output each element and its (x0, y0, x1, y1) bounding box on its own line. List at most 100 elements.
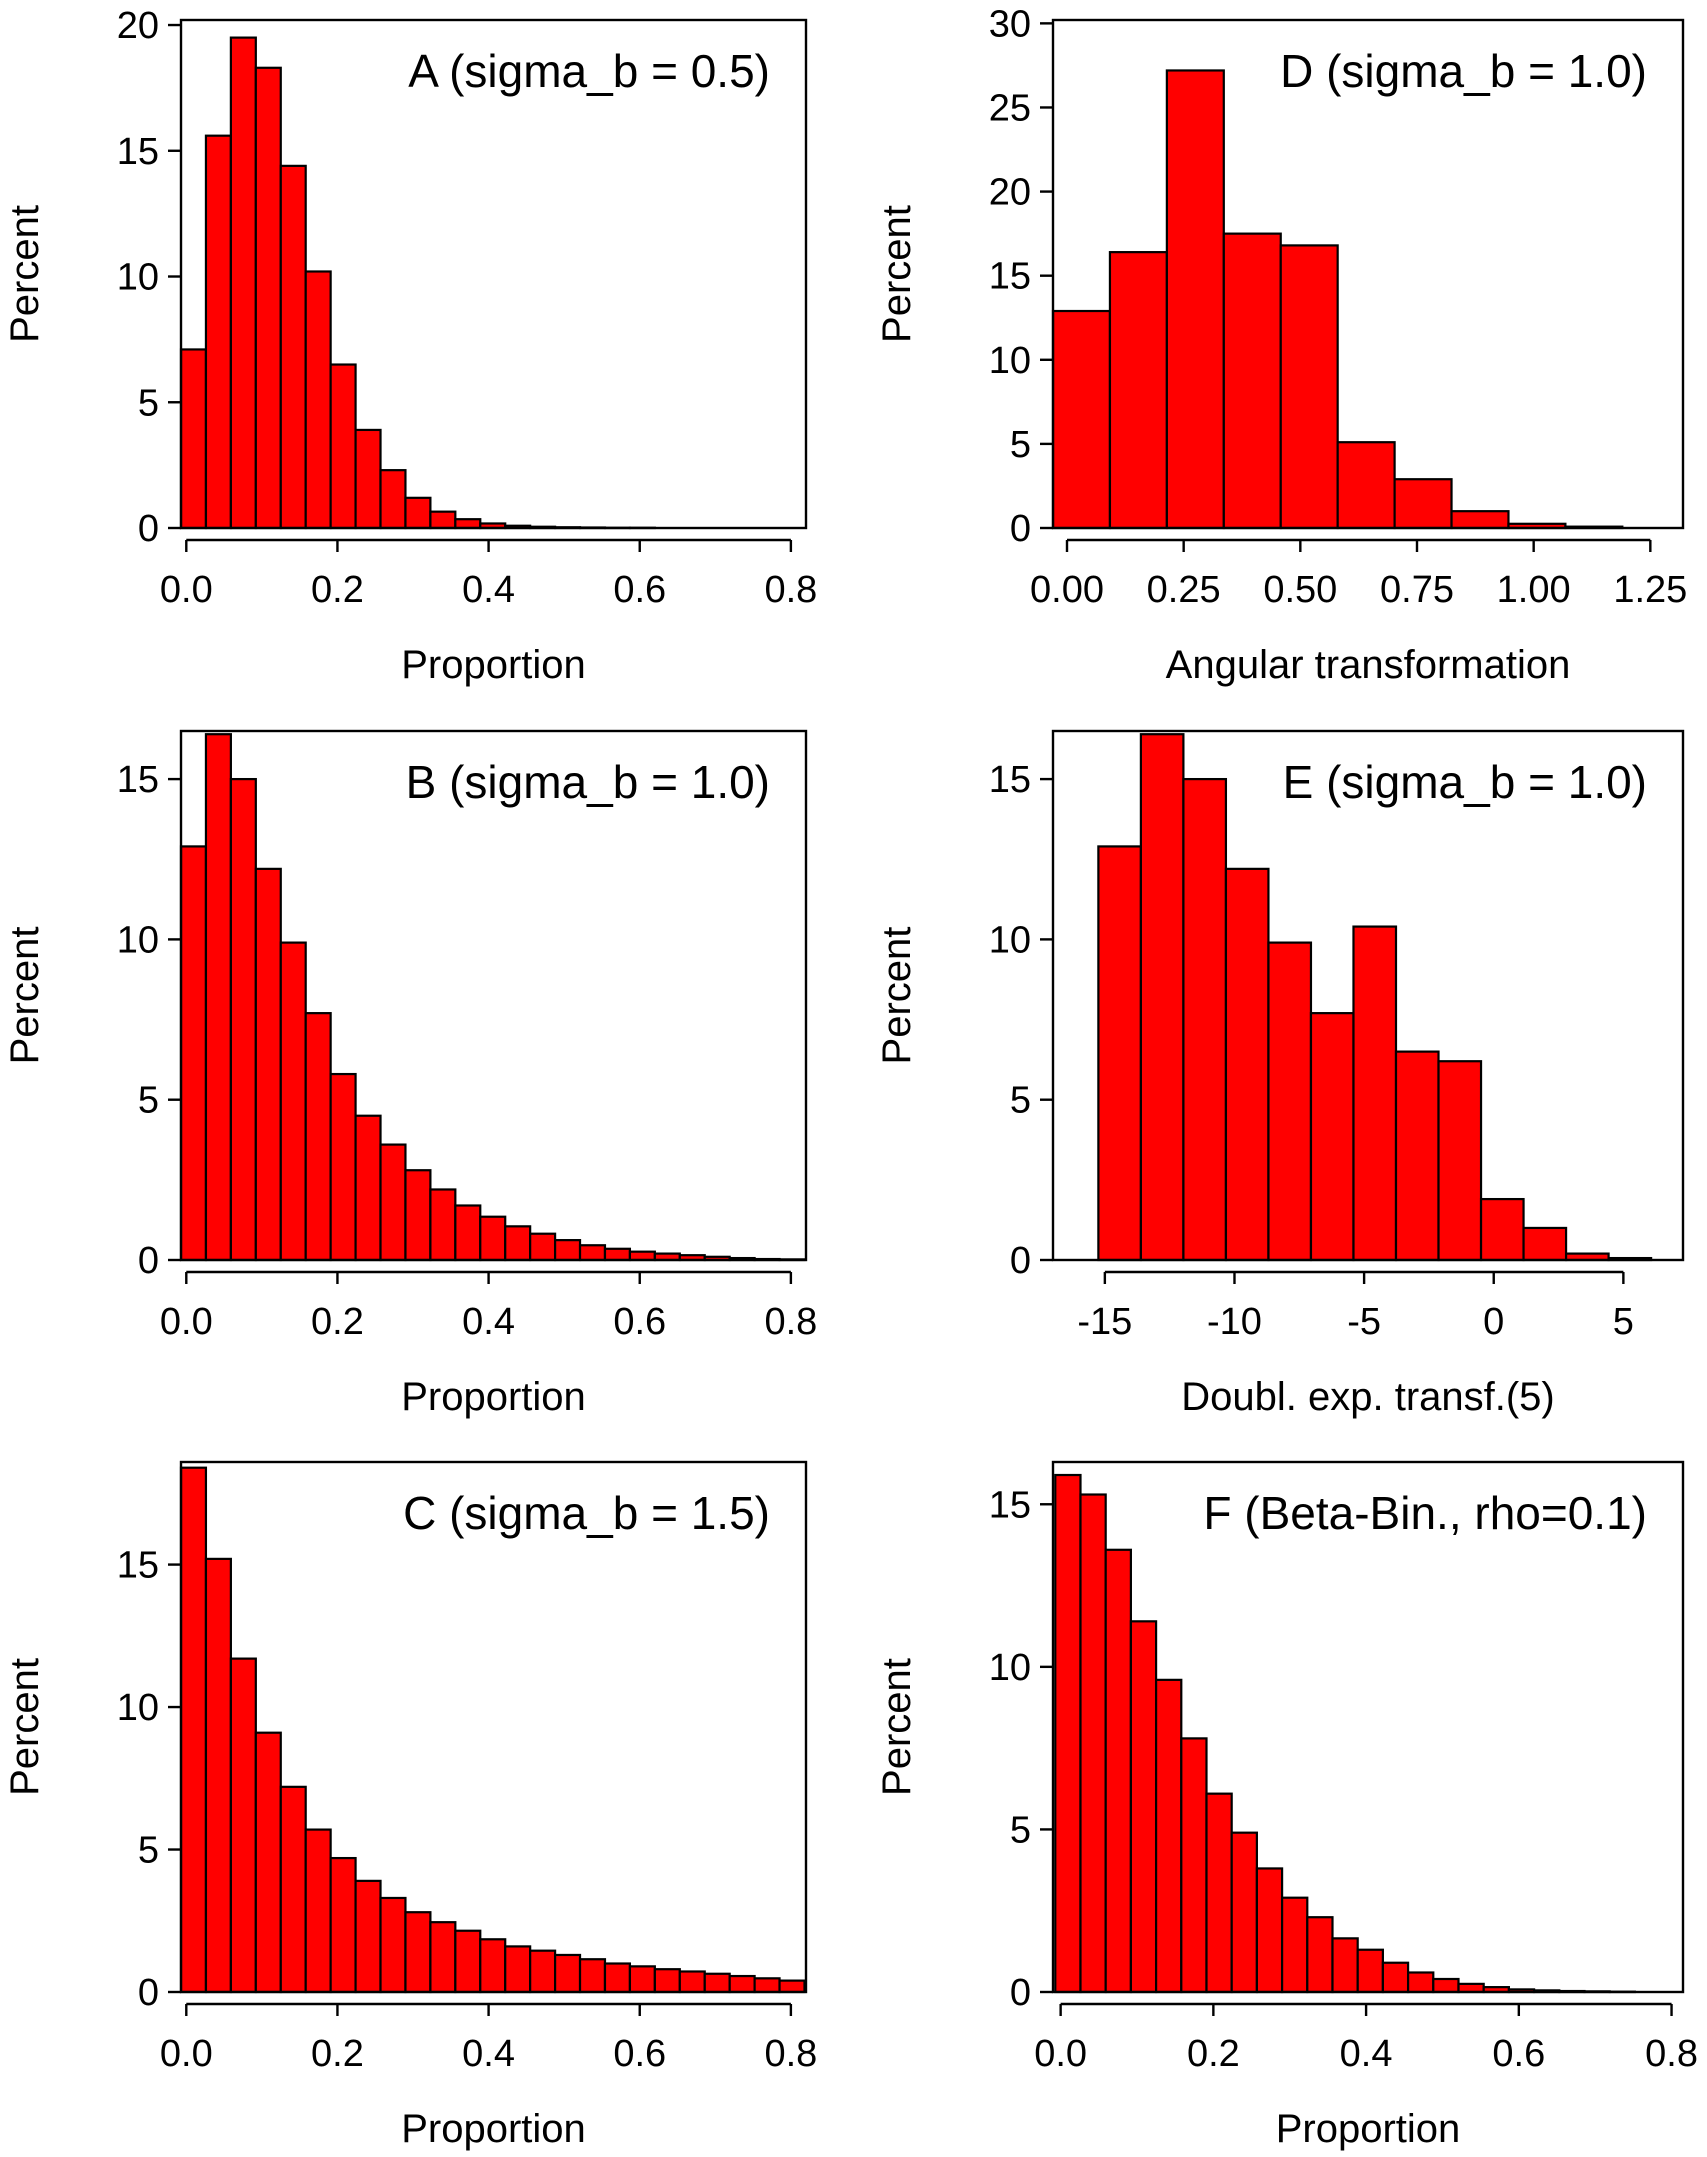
y-tick-label: 5 (1010, 1809, 1031, 1851)
y-tick-label: 15 (989, 1484, 1031, 1526)
histogram-bar (454, 1929, 482, 1994)
histogram-bar (1437, 1060, 1483, 1262)
x-tick-label: 0.6 (613, 569, 666, 611)
histogram-bar (1280, 1896, 1309, 1994)
y-tick-label: 0 (138, 1240, 159, 1282)
histogram-bar (279, 941, 307, 1262)
histogram-bar (1331, 1937, 1359, 1994)
y-tick-label: 15 (989, 759, 1031, 801)
x-tick-label: 0.8 (764, 569, 817, 611)
histogram-bar (429, 510, 457, 530)
histogram-bar (529, 1949, 557, 1994)
histogram-bar (753, 1977, 781, 1994)
y-tick-label: 20 (989, 172, 1031, 214)
histogram-bar (529, 1232, 557, 1262)
x-axis-title: Doubl. exp. transf.(5) (1181, 1375, 1555, 1419)
y-tick-label: 10 (117, 1687, 159, 1729)
histogram-bar (1182, 777, 1228, 1262)
y-tick-label: 5 (138, 382, 159, 424)
x-axis-title: Proportion (401, 2107, 586, 2151)
y-tick-label: 10 (117, 257, 159, 299)
y-tick-label: 5 (138, 1080, 159, 1122)
x-tick-label: 0.6 (613, 1301, 666, 1343)
histogram-bar (179, 845, 208, 1262)
y-axis-title: Percent (3, 205, 47, 343)
histogram-bar (379, 1143, 407, 1262)
y-tick-label: 30 (989, 3, 1031, 45)
histogram-bar (204, 733, 232, 1262)
histogram-bar (404, 496, 432, 530)
x-axis-title: Angular transformation (1166, 643, 1571, 687)
y-tick-label: 15 (989, 256, 1031, 298)
histogram-bar (479, 1215, 507, 1262)
histogram-bar (354, 1114, 382, 1262)
x-tick-label: 0.6 (1492, 2033, 1545, 2075)
histogram-bar (1205, 1792, 1233, 1994)
histogram-bar (1450, 510, 1510, 530)
histogram-bar (1279, 244, 1339, 530)
y-axis-title: Percent (3, 1658, 47, 1796)
histogram-bar (454, 518, 482, 530)
x-tick-label: 0.0 (160, 1301, 213, 1343)
histogram-bar (653, 1968, 681, 1994)
x-tick-label: 1.00 (1497, 569, 1571, 611)
histogram-bar (379, 469, 407, 530)
histogram-bar (304, 270, 332, 530)
histogram-bar (279, 164, 307, 530)
histogram-bar (778, 1979, 806, 1994)
histogram-bar (229, 36, 257, 530)
histogram-bar (703, 1972, 731, 1994)
x-tick-label: 0.8 (1645, 2033, 1698, 2075)
plot-frame (1051, 1460, 1685, 1994)
y-tick-label: 5 (1010, 424, 1031, 466)
histogram-bar (254, 1731, 282, 1994)
x-axis-title: Proportion (401, 1375, 586, 1419)
histogram-bar (179, 1466, 208, 1994)
plot-frame (179, 729, 808, 1262)
histogram-bar (1432, 1977, 1460, 1994)
y-axis-title: Percent (875, 1658, 919, 1796)
y-tick-label: 0 (1010, 1972, 1031, 2014)
histogram-bar (429, 1188, 457, 1262)
panel-title: B (sigma_b = 1.0) (406, 756, 770, 808)
x-tick-label: 0.25 (1147, 569, 1221, 611)
histogram-bar (553, 1239, 582, 1262)
plot-frame (179, 1460, 808, 1994)
plot-frame (1051, 18, 1685, 530)
y-axis-title: Percent (875, 927, 919, 1065)
histogram-bar (1054, 1473, 1082, 1994)
histogram-bar (329, 1072, 357, 1262)
x-tick-label: 0.6 (613, 2033, 666, 2075)
y-tick-label: 15 (117, 131, 159, 173)
histogram-bar (1079, 1493, 1107, 1994)
x-tick-label: 0.4 (462, 2033, 515, 2075)
y-axis-title: Percent (3, 927, 47, 1065)
histogram-bar (1336, 441, 1396, 530)
y-tick-label: 10 (989, 1647, 1031, 1689)
histogram-bar (304, 1828, 332, 1994)
y-tick-label: 0 (1010, 1240, 1031, 1282)
histogram-bar (1104, 1548, 1132, 1994)
panel-b: 0 5 10 15 0.0 0.2 0.4 0.6 0.8 Proportion Percent B … (3, 729, 817, 1419)
histogram-bar (628, 1965, 656, 1994)
y-tick-label: 15 (117, 759, 159, 801)
histogram-bar (354, 428, 382, 530)
y-tick-label: 5 (138, 1830, 159, 1872)
histogram-bar (1165, 69, 1225, 530)
x-tick-label: 0.8 (764, 1301, 817, 1343)
x-tick-label: 0.2 (1187, 2033, 1240, 2075)
panel-title: E (sigma_b = 1.0) (1283, 756, 1647, 808)
x-tick-label: 1.25 (1613, 569, 1687, 611)
histogram-bar (1051, 309, 1112, 530)
histogram-bar (1356, 1948, 1384, 1994)
histogram-bar (1222, 232, 1282, 530)
histogram-bar (404, 1911, 432, 1994)
x-tick-label: 0.0 (1034, 2033, 1087, 2075)
histogram-bar (404, 1169, 432, 1262)
histogram-bar (204, 1557, 232, 1994)
y-tick-label: 20 (117, 5, 159, 47)
x-tick-label: 0.2 (311, 1301, 364, 1343)
histogram-bar (578, 1958, 607, 1994)
panel-title: D (sigma_b = 1.0) (1280, 45, 1647, 97)
plot-frame (1051, 729, 1685, 1262)
